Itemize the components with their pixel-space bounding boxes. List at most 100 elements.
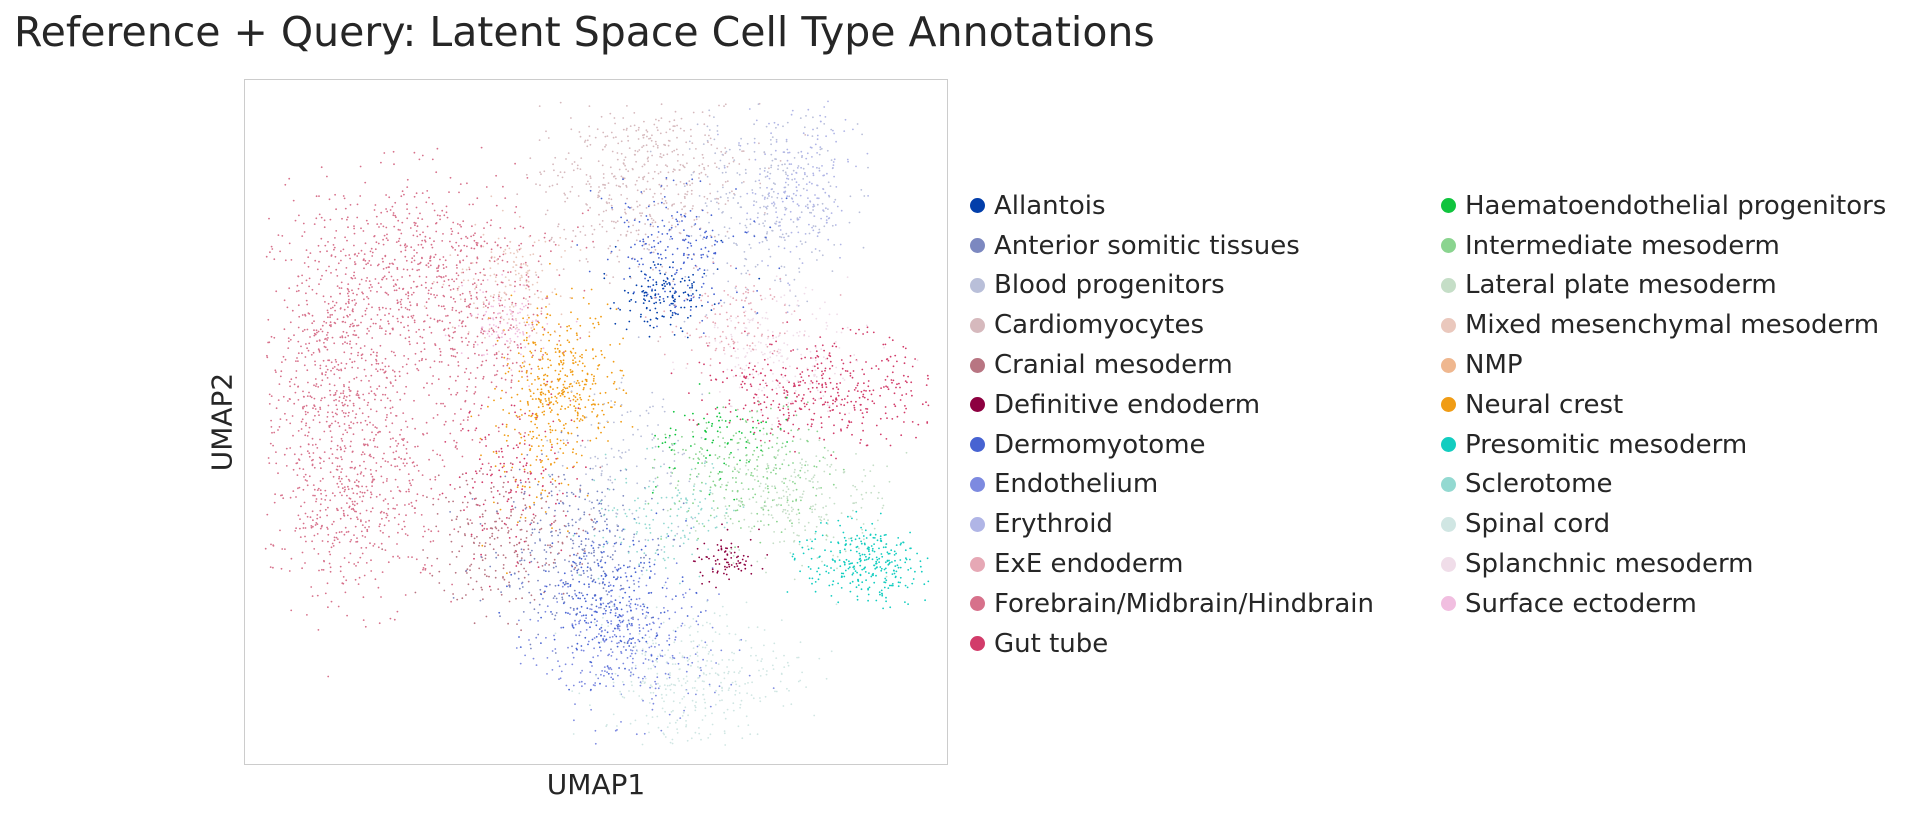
legend-label: Presomitic mesoderm: [1465, 429, 1748, 460]
plot-area: [244, 79, 948, 765]
legend-item: Blood progenitors: [970, 266, 1374, 306]
legend-item: Splanchnic mesoderm: [1441, 544, 1886, 584]
legend-swatch: [1441, 317, 1456, 333]
legend-item: Sclerotome: [1441, 465, 1886, 505]
cluster-cranial-mesoderm: [381, 462, 602, 632]
cluster-dermomyotome: [498, 502, 702, 691]
legend-item: Forebrain/Midbrain/Hindbrain: [970, 584, 1374, 624]
x-axis-label: UMAP1: [546, 768, 646, 801]
legend-swatch: [1441, 596, 1456, 612]
legend-column-2: Haematoendothelial progenitors Intermedia…: [1441, 186, 1886, 624]
cluster-definitive-endoderm: [692, 523, 769, 589]
legend-item: Spinal cord: [1441, 504, 1886, 544]
legend-label: Definitive endoderm: [994, 389, 1261, 420]
legend-column-1: Allantois Anterior somitic tissues Blood p…: [970, 186, 1374, 664]
cluster-presomitic-mesoderm: [786, 510, 930, 610]
legend-swatch: [1441, 198, 1456, 214]
legend-label: Cranial mesoderm: [994, 350, 1233, 381]
legend-item: Anterior somitic tissues: [970, 226, 1374, 266]
cluster-blood-progenitors: [646, 103, 869, 351]
legend-label: Mixed mesenchymal mesoderm: [1465, 310, 1880, 341]
chart-title: Reference + Query: Latent Space Cell Typ…: [14, 8, 1155, 56]
legend-label: Endothelium: [994, 469, 1159, 500]
legend-swatch: [1441, 277, 1456, 293]
legend-label: Cardiomyocytes: [994, 310, 1204, 341]
legend-swatch: [970, 437, 985, 453]
cluster-spinal-cord: [554, 573, 838, 746]
cluster-gut-tube: [670, 319, 930, 460]
cluster-blood-progenitors: [546, 336, 739, 551]
cluster-allantois: [603, 239, 761, 339]
legend-label: Lateral plate mesoderm: [1465, 270, 1777, 301]
legend-item: ExE endoderm: [970, 544, 1374, 584]
legend-swatch: [1441, 397, 1456, 413]
legend-item: Surface ectoderm: [1441, 584, 1886, 624]
cluster-exe-endoderm: [644, 261, 842, 411]
cluster-forebrain-midbrain-hindbrain: [265, 146, 594, 392]
legend-label: Haematoendothelial progenitors: [1465, 190, 1887, 221]
legend-swatch: [1441, 476, 1456, 492]
legend-label: Allantois: [994, 190, 1106, 221]
cluster-neural-crest: [487, 262, 634, 488]
cluster-gut-tube: [441, 346, 587, 588]
legend-item: Lateral plate mesoderm: [1441, 266, 1886, 306]
cluster-sclerotome: [547, 442, 745, 585]
legend-swatch: [1441, 556, 1456, 572]
legend-label: Sclerotome: [1465, 469, 1613, 500]
cluster-neural-crest: [470, 323, 589, 575]
legend-item: Cardiomyocytes: [970, 305, 1374, 345]
cluster-surface-ectoderm: [444, 273, 578, 387]
legend-label: Splanchnic mesoderm: [1465, 549, 1754, 580]
cluster-lateral-plate-mesoderm: [666, 438, 908, 581]
legend-swatch: [970, 198, 985, 214]
cluster-splanchnic-mesoderm: [672, 275, 919, 436]
legend-label: NMP: [1465, 350, 1523, 381]
cluster-endothelium: [515, 527, 775, 745]
legend-label: ExE endoderm: [994, 549, 1184, 580]
legend-swatch: [970, 556, 985, 572]
legend-item: Presomitic mesoderm: [1441, 425, 1886, 465]
legend-label: Neural crest: [1465, 389, 1624, 420]
legend-item: Dermomyotome: [970, 425, 1374, 465]
cluster-dermomyotome: [576, 177, 788, 334]
legend-label: Spinal cord: [1465, 509, 1611, 540]
legend-swatch: [970, 317, 985, 333]
legend-item: Haematoendothelial progenitors: [1441, 186, 1886, 226]
legend-item: Endothelium: [970, 465, 1374, 505]
legend-label: Surface ectoderm: [1465, 588, 1697, 619]
cluster-forebrain-midbrain-hindbrain: [266, 166, 451, 474]
cluster-intermediate-mesoderm: [647, 392, 845, 549]
legend-label: Gut tube: [994, 628, 1109, 659]
cluster-cardiomyocytes: [516, 101, 807, 343]
legend-label: Blood progenitors: [994, 270, 1225, 301]
legend-label: Dermomyotome: [994, 429, 1206, 460]
legend-swatch: [970, 636, 985, 652]
legend-swatch: [970, 596, 985, 612]
legend-swatch: [970, 516, 985, 532]
legend-item: Cranial mesoderm: [970, 345, 1374, 385]
legend-swatch: [1441, 238, 1456, 254]
cluster-haematoendothelial-progenitors: [651, 383, 788, 501]
cluster-anterior-somitic-tissues: [449, 431, 685, 654]
legend-label: Forebrain/Midbrain/Hindbrain: [994, 588, 1374, 619]
legend-label: Erythroid: [994, 509, 1113, 540]
legend-item: Allantois: [970, 186, 1374, 226]
legend-item: Gut tube: [970, 624, 1374, 664]
legend-item: NMP: [1441, 345, 1886, 385]
legend-label: Anterior somitic tissues: [994, 230, 1300, 261]
legend-swatch: [1441, 357, 1456, 373]
legend-item: Definitive endoderm: [970, 385, 1374, 425]
legend-swatch: [970, 277, 985, 293]
legend-swatch: [970, 357, 985, 373]
legend-swatch: [970, 476, 985, 492]
y-axis-label: UMAP2: [205, 372, 239, 472]
legend-swatch: [970, 238, 985, 254]
legend-item: Neural crest: [1441, 385, 1886, 425]
umap-scatter-plot: [264, 100, 930, 746]
legend-swatch: [1441, 516, 1456, 532]
legend-item: Mixed mesenchymal mesoderm: [1441, 305, 1886, 345]
legend-item: Intermediate mesoderm: [1441, 226, 1886, 266]
cluster-erythroid: [717, 100, 869, 314]
legend-swatch: [1441, 437, 1456, 453]
legend-swatch: [970, 397, 985, 413]
